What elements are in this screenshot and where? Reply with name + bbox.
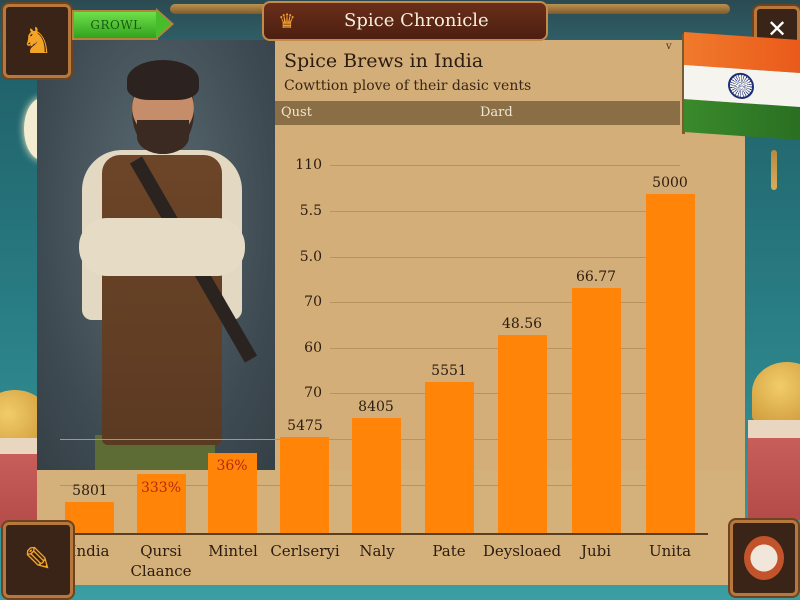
bar-value-label: 8405 [358, 399, 394, 415]
x-axis-label: Jubi [580, 542, 612, 560]
close-icon: ✕ [766, 15, 788, 43]
bar-value-label: 5551 [431, 363, 467, 379]
character-hair [127, 60, 199, 100]
x-axis-label: Deysloaed [482, 542, 562, 560]
left-palace-decoration [0, 438, 40, 528]
growl-arrow [156, 10, 171, 38]
bar-unita[interactable] [646, 194, 695, 533]
bar-pate[interactable] [425, 382, 474, 533]
right-dome-decoration [752, 362, 800, 422]
title-banner: ♛ Spice Chronicle [262, 1, 548, 41]
bar-jubi[interactable] [572, 288, 621, 533]
bar-cerlseryi[interactable] [280, 437, 329, 533]
bar-india[interactable] [65, 502, 114, 533]
bar-value-label: 66.77 [575, 269, 617, 285]
flagpole [682, 34, 685, 134]
bar-value-label: 333% [140, 480, 182, 496]
bar-deysloaed[interactable] [498, 335, 547, 533]
character-beard [137, 120, 189, 154]
edit-button[interactable]: ✎ [3, 522, 73, 598]
character-portrait [37, 40, 275, 470]
right-palace-decoration [748, 420, 800, 520]
pencil-icon: ✎ [23, 540, 53, 580]
bar-value-label: 36% [216, 458, 248, 474]
x-axis-label: India [70, 542, 110, 560]
x-axis-label: Naly [359, 542, 395, 560]
x-axis-line [60, 533, 708, 535]
india-flag [684, 31, 800, 141]
column-header-right: Dard [480, 105, 513, 120]
bar-value-label: 48.56 [501, 316, 543, 332]
bar-value-label: 5000 [652, 175, 688, 191]
y-tick-label: 60 [304, 340, 322, 356]
column-header-strip: Qust Dard [275, 101, 680, 125]
gridline [330, 211, 680, 212]
column-header-left: Qust [281, 105, 312, 120]
growl-button[interactable]: GROWL [72, 10, 158, 40]
gridline [330, 302, 680, 303]
character-menu-button[interactable]: ♞ [3, 4, 71, 78]
banner-title: Spice Chronicle [344, 10, 489, 31]
gridline [330, 257, 680, 258]
character-arms [79, 218, 245, 276]
chart-title: Spice Brews in India [284, 50, 484, 72]
bar-value-label: 5475 [287, 418, 323, 434]
x-axis-label: Qursi Claance [130, 542, 192, 580]
crown-icon: ♛ [278, 9, 296, 33]
chart-subtitle: Cowttion plove of their dasic vents [284, 78, 532, 94]
bar-mintel[interactable] [208, 453, 257, 533]
x-axis-label: Cerlseryi [270, 542, 340, 560]
x-axis-label: Pate [432, 542, 466, 560]
bar-value-label: 5801 [72, 483, 108, 499]
x-axis-label: Unita [648, 542, 692, 560]
y-tick-label: 5.0 [299, 249, 322, 265]
profile-avatar-button[interactable] [730, 520, 798, 596]
ashoka-chakra-icon [728, 72, 754, 100]
character-silhouette-icon: ♞ [20, 20, 54, 62]
y-tick-label: 110 [295, 157, 322, 173]
corner-mark: v [666, 41, 672, 52]
y-tick-label: 70 [304, 385, 322, 401]
bar-naly[interactable] [352, 418, 401, 533]
x-axis-label: Mintel [208, 542, 258, 560]
bar-qursi-claance[interactable] [137, 474, 186, 533]
portrait-avatar-icon [744, 536, 784, 580]
y-tick-label: 5.5 [299, 203, 322, 219]
y-tick-label: 70 [304, 294, 322, 310]
tassel-decoration [771, 150, 777, 190]
gridline [330, 165, 680, 166]
